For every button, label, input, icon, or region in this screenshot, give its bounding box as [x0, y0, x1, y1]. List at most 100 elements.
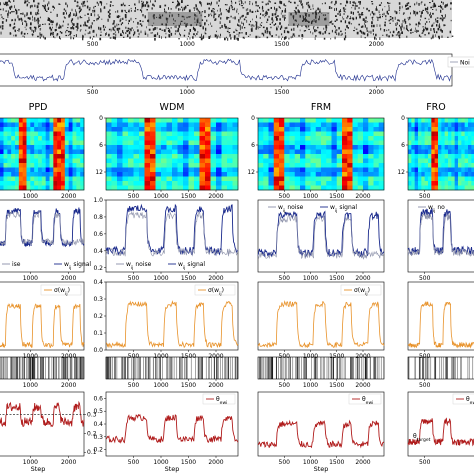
heatmap-cell [279, 118, 285, 123]
heatmap-cell [150, 167, 156, 173]
heatmap-cell [26, 181, 31, 186]
heatmap-cell [321, 176, 327, 182]
heatmap-cell [161, 122, 167, 128]
heatmap-cell [414, 172, 419, 177]
heatmap-cell [68, 131, 73, 137]
heatmap-cell [464, 149, 469, 155]
heatmap-cell [106, 163, 112, 168]
heatmap-cell [194, 118, 200, 123]
heatmap-cell [421, 149, 425, 155]
x-axis-label: Step [31, 465, 46, 473]
heatmap-cell [210, 181, 217, 186]
heatmap-cell [72, 122, 77, 128]
heatmap-cell [438, 118, 442, 123]
heatmap-cell [294, 136, 301, 141]
heatmap-cell [122, 136, 129, 141]
heatmap-cell [268, 131, 275, 137]
heatmap-ppd: PPD100020000612 [0, 102, 85, 200]
heatmap-cell [3, 145, 8, 150]
y-tick-label: 0.2 [87, 430, 97, 437]
heatmap-cell [30, 127, 35, 132]
heatmap-cell [468, 167, 472, 173]
heatmap-cell [347, 118, 353, 123]
heatmap-cell [263, 163, 269, 168]
heatmap-cell [0, 149, 4, 155]
heatmap-cell [122, 131, 129, 137]
heatmap-cell [128, 145, 134, 150]
heatmap-cell [373, 154, 380, 159]
heatmap-cell [263, 140, 269, 146]
heatmap-cell [122, 167, 129, 173]
heatmap-cell [61, 118, 66, 123]
heatmap-cell [342, 127, 348, 132]
heatmap-cell [448, 176, 452, 182]
heatmap-cell [26, 176, 31, 182]
heatmap-cell [347, 176, 353, 182]
heatmap-cell [408, 127, 412, 132]
heatmap-cell [263, 118, 269, 123]
heatmap-cell [424, 167, 429, 173]
heatmap-cell [232, 118, 239, 123]
y-tick-label: 0.1 [87, 449, 97, 456]
heatmap-cell [22, 181, 27, 186]
heatmap-cell [464, 127, 469, 132]
x-tick-label: 2000 [61, 275, 76, 282]
heatmap-cell [57, 149, 62, 155]
heatmap-cell [64, 127, 69, 132]
heatmap-cell [458, 140, 462, 146]
heatmap-cell [139, 154, 145, 159]
x-tick-label: 1000 [180, 41, 195, 48]
heatmap-cell [166, 181, 173, 186]
heatmap-cell [464, 167, 469, 173]
heatmap-cell [68, 127, 73, 132]
heatmap-cell [38, 149, 43, 155]
heatmap-cell [451, 172, 455, 177]
heatmap-cell [11, 172, 16, 177]
heatmap-cell [294, 167, 301, 173]
heatmap-cell [30, 158, 35, 164]
heatmap-cell [310, 185, 317, 191]
heatmap-cell [122, 176, 129, 182]
heatmap-cell [232, 158, 239, 164]
heatmap-cell [34, 122, 39, 128]
heatmap-cell [61, 122, 66, 128]
heatmap-cell [331, 122, 338, 128]
heatmap-cell [378, 176, 385, 182]
heatmap-cell [161, 163, 167, 168]
x-tick-label: 1000 [23, 382, 38, 389]
heatmap-cell [408, 158, 412, 164]
heatmap-cell [122, 149, 129, 155]
heatmap-cell [284, 167, 290, 173]
heatmap-cell [441, 176, 445, 182]
heatmap-cell [294, 176, 301, 182]
heatmap-cell [128, 163, 134, 168]
heatmap-cell [122, 127, 129, 132]
heatmap-cell [205, 158, 211, 164]
heatmap-cell [122, 158, 129, 164]
heatmap-cell [68, 181, 73, 186]
heatmap-cell [451, 118, 455, 123]
heatmap-cell [45, 140, 50, 146]
heatmap-cell [321, 167, 327, 173]
heatmap-cell [331, 118, 338, 123]
x-tick-label: 2000 [208, 193, 223, 200]
heatmap-cell [414, 181, 419, 186]
heatmap-cell [424, 140, 429, 146]
x-tick-label: 500 [87, 89, 99, 96]
heatmap-cell [227, 118, 233, 123]
heatmap-cell [464, 181, 469, 186]
heatmap-cell [326, 136, 332, 141]
heatmap-cell [471, 118, 474, 123]
heatmap-cell [289, 154, 296, 159]
heatmap-cell [150, 176, 156, 182]
heatmap-cell [49, 136, 54, 141]
heatmap-cell [461, 158, 465, 164]
heatmap-cell [378, 118, 385, 123]
heatmap-cell [347, 172, 353, 177]
heatmap-cell [22, 149, 27, 155]
heatmap-cell [221, 140, 228, 146]
heatmap-cell [30, 136, 35, 141]
heatmap-cell [111, 145, 118, 150]
heatmap-cell [3, 140, 8, 146]
heatmap-cell [216, 127, 222, 132]
